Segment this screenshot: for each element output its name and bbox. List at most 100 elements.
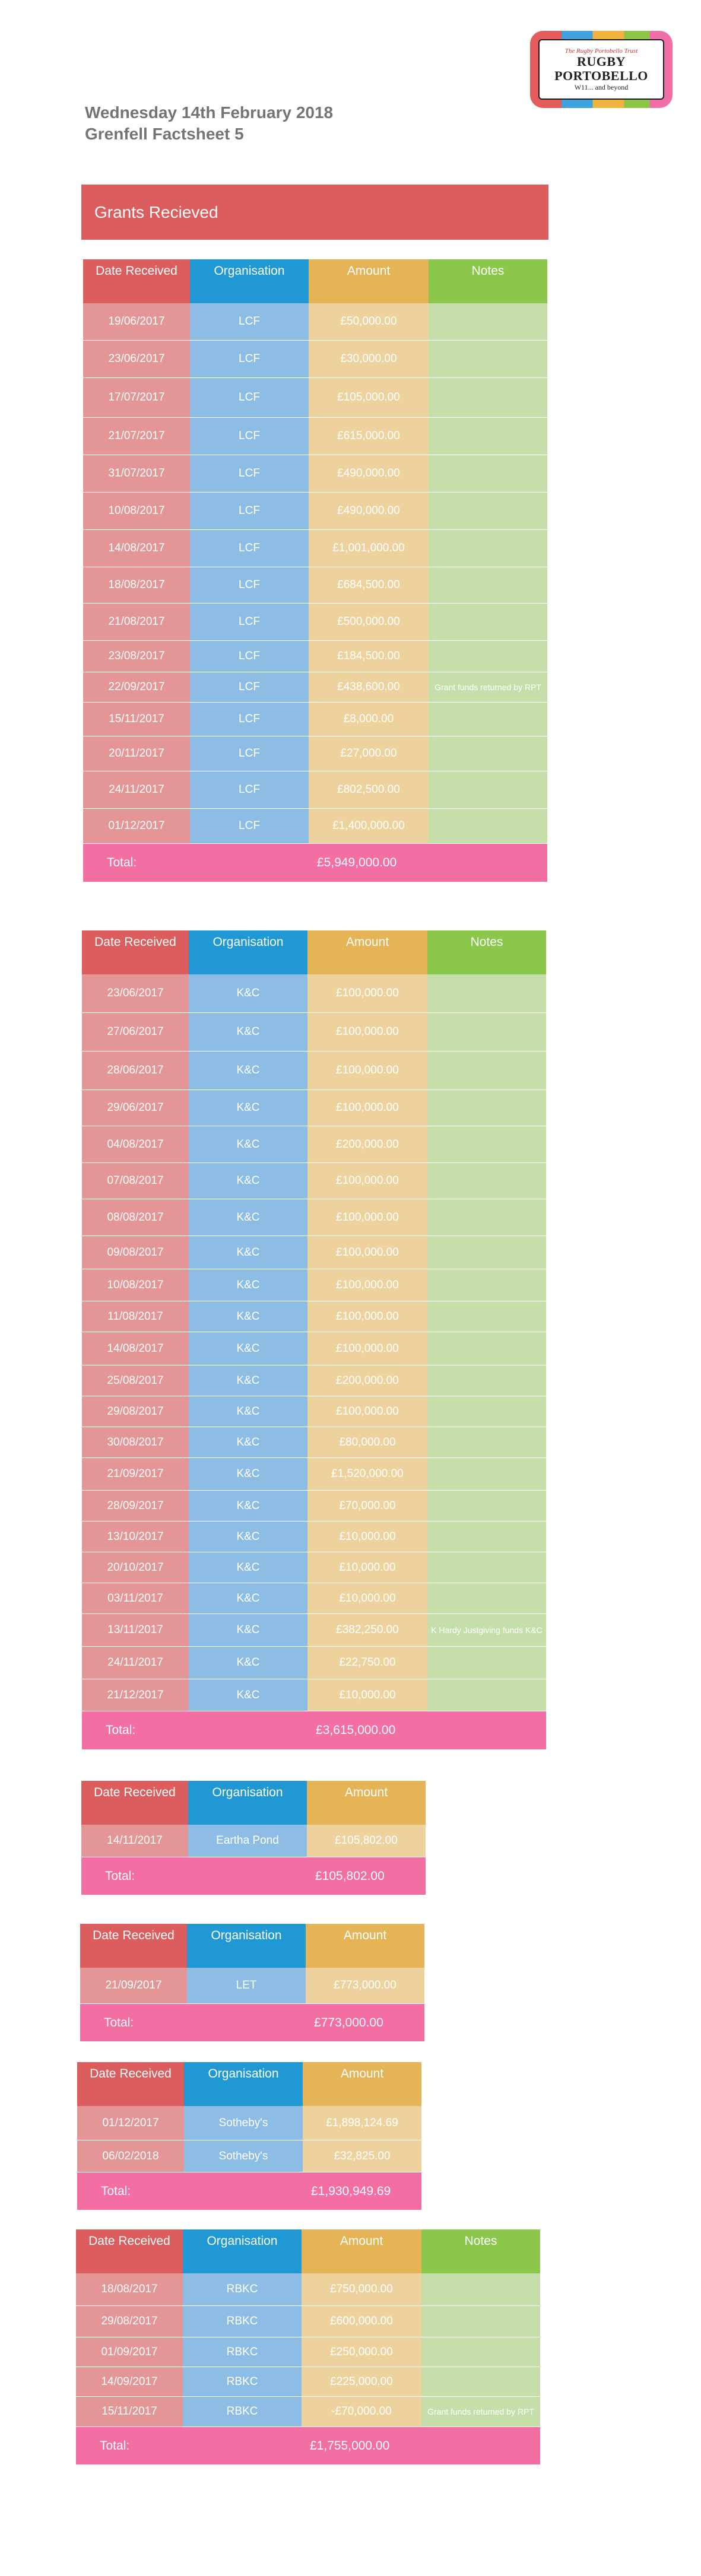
- table-row: 28/06/2017 K&C £100,000.00: [82, 1052, 546, 1090]
- total-label: Total:: [76, 2427, 302, 2464]
- row-organisation: LCF: [190, 530, 309, 567]
- row-organisation: K&C: [189, 1269, 307, 1301]
- total-row: Total: £1,755,000.00: [76, 2427, 540, 2464]
- row-notes: [429, 703, 547, 736]
- row-date: 04/08/2017: [82, 1126, 189, 1163]
- table-row: 21/12/2017 K&C £10,000.00: [82, 1679, 546, 1711]
- row-date: 15/11/2017: [83, 703, 190, 736]
- row-organisation: LCF: [190, 672, 309, 703]
- header-organisation: Organisation: [183, 2229, 302, 2273]
- grants-table-5: Date Received Organisation Amount 01/12/201…: [77, 2062, 421, 2210]
- row-notes: [429, 493, 547, 530]
- table-row: 14/11/2017 Eartha Pond £105,802.00: [81, 1825, 426, 1857]
- row-date: 14/08/2017: [82, 1332, 189, 1365]
- row-organisation: K&C: [189, 1236, 307, 1269]
- row-organisation: K&C: [189, 1583, 307, 1614]
- header-notes: Notes: [421, 2229, 540, 2273]
- row-notes: [427, 1236, 546, 1269]
- table-row: 01/09/2017 RBKC £250,000.00: [76, 2337, 540, 2367]
- total-row: Total: £1,930,949.69: [77, 2172, 421, 2210]
- row-notes: [421, 2306, 540, 2337]
- total-row: Total: £5,949,000.00: [83, 844, 547, 882]
- row-notes: [427, 1365, 546, 1396]
- row-date: 23/08/2017: [83, 641, 190, 672]
- row-amount: £100,000.00: [307, 1236, 427, 1269]
- row-amount: £100,000.00: [307, 1163, 427, 1199]
- row-organisation: LCF: [190, 736, 309, 771]
- table-header-row: Date Received Organisation Amount Notes: [83, 259, 547, 303]
- row-amount: £1,898,124.69: [303, 2106, 421, 2140]
- row-notes: [427, 1269, 546, 1301]
- logo-tagline: W11... and beyond: [574, 82, 629, 91]
- table-row: 01/12/2017 Sotheby's £1,898,124.69: [77, 2106, 421, 2140]
- row-date: 28/09/2017: [82, 1491, 189, 1522]
- row-notes: [427, 974, 546, 1013]
- row-organisation: RBKC: [183, 2306, 302, 2337]
- row-amount: £100,000.00: [307, 1332, 427, 1365]
- row-notes: [429, 341, 547, 378]
- row-amount: £10,000.00: [307, 1583, 427, 1614]
- header-date-received: Date Received: [80, 1924, 187, 1968]
- row-notes: [427, 1199, 546, 1236]
- row-organisation: Sotheby's: [184, 2106, 303, 2140]
- header-date-received: Date Received: [77, 2062, 184, 2106]
- row-amount: £250,000.00: [302, 2337, 421, 2367]
- row-date: 01/12/2017: [83, 809, 190, 844]
- row-date: 01/09/2017: [76, 2337, 183, 2367]
- row-organisation: LCF: [190, 341, 309, 378]
- logo-portobello: PORTOBELLO: [554, 68, 648, 83]
- row-amount: £100,000.00: [307, 1396, 427, 1427]
- row-organisation: RBKC: [183, 2367, 302, 2397]
- table-row: 22/09/2017 LCF £438,600.00 Grant funds retu…: [83, 672, 547, 703]
- row-date: 18/08/2017: [83, 567, 190, 603]
- row-amount: £100,000.00: [307, 1090, 427, 1126]
- row-notes: [421, 2337, 540, 2367]
- row-date: 07/08/2017: [82, 1163, 189, 1199]
- row-date: 24/11/2017: [82, 1647, 189, 1679]
- row-notes: [427, 1647, 546, 1679]
- total-amount: £105,802.00: [307, 1857, 426, 1895]
- table-row: 28/09/2017 K&C £70,000.00: [82, 1491, 546, 1522]
- total-amount: £1,930,949.69: [303, 2172, 421, 2210]
- row-organisation: LCF: [190, 418, 309, 455]
- row-date: 29/06/2017: [82, 1090, 189, 1126]
- row-amount: £1,001,000.00: [309, 530, 429, 567]
- header-subtitle: Grenfell Factsheet 5: [85, 125, 244, 143]
- row-amount: £100,000.00: [307, 1301, 427, 1332]
- row-organisation: K&C: [189, 1199, 307, 1236]
- row-amount: £10,000.00: [307, 1522, 427, 1552]
- row-date: 17/07/2017: [83, 378, 190, 418]
- row-notes: [429, 603, 547, 641]
- total-amount: £3,615,000.00: [307, 1711, 546, 1749]
- row-organisation: LCF: [190, 493, 309, 530]
- row-date: 31/07/2017: [83, 455, 190, 493]
- row-notes: [427, 1427, 546, 1458]
- row-date: 11/08/2017: [82, 1301, 189, 1332]
- row-notes: [429, 530, 547, 567]
- row-date: 01/12/2017: [77, 2106, 184, 2140]
- row-organisation: Sotheby's: [184, 2140, 303, 2172]
- grants-table-6: Date Received Organisation Amount Notes 18/0…: [76, 2229, 540, 2464]
- table-header-row: Date Received Organisation Amount: [80, 1924, 424, 1968]
- row-organisation: RBKC: [183, 2337, 302, 2367]
- row-notes: [427, 1491, 546, 1522]
- row-date: 21/12/2017: [82, 1679, 189, 1711]
- total-label: Total:: [80, 2004, 306, 2041]
- table-row: 06/02/2018 Sotheby's £32,825.00: [77, 2140, 421, 2172]
- row-organisation: K&C: [189, 1647, 307, 1679]
- row-notes: Grant funds returned by RPT: [421, 2397, 540, 2427]
- header-notes: Notes: [429, 259, 547, 303]
- table-row: 15/11/2017 LCF £8,000.00: [83, 703, 547, 736]
- row-date: 23/06/2017: [83, 341, 190, 378]
- row-amount: £184,500.00: [309, 641, 429, 672]
- row-date: 29/08/2017: [82, 1396, 189, 1427]
- header-amount: Amount: [303, 2062, 421, 2106]
- row-notes: [429, 418, 547, 455]
- row-date: 06/02/2018: [77, 2140, 184, 2172]
- row-notes: [427, 1126, 546, 1163]
- table-row: 19/06/2017 LCF £50,000.00: [83, 303, 547, 341]
- row-organisation: LCF: [190, 703, 309, 736]
- header-organisation: Organisation: [189, 930, 307, 974]
- row-date: 08/08/2017: [82, 1199, 189, 1236]
- row-amount: £10,000.00: [307, 1552, 427, 1583]
